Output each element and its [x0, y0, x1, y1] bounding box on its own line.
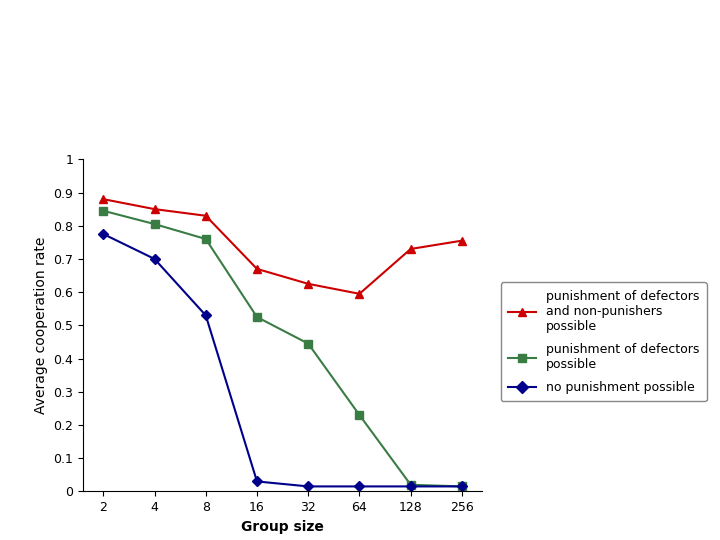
X-axis label: Group size: Group size [241, 519, 324, 534]
Text: A büntetés és a másodlagos büntetés szerepe a
potyautasság elhárításában.: A büntetés és a másodlagos büntetés szer… [40, 13, 680, 68]
Y-axis label: Average cooperation rate: Average cooperation rate [34, 237, 48, 414]
Legend: punishment of defectors
and non-punishers
possible, punishment of defectors
poss: punishment of defectors and non-punisher… [500, 282, 706, 401]
Text: ((Fehr, E. Fischerbacher, U. The nature of human altruism. Nature. 2003. Vol. 42: ((Fehr, E. Fischerbacher, U. The nature … [14, 114, 606, 144]
